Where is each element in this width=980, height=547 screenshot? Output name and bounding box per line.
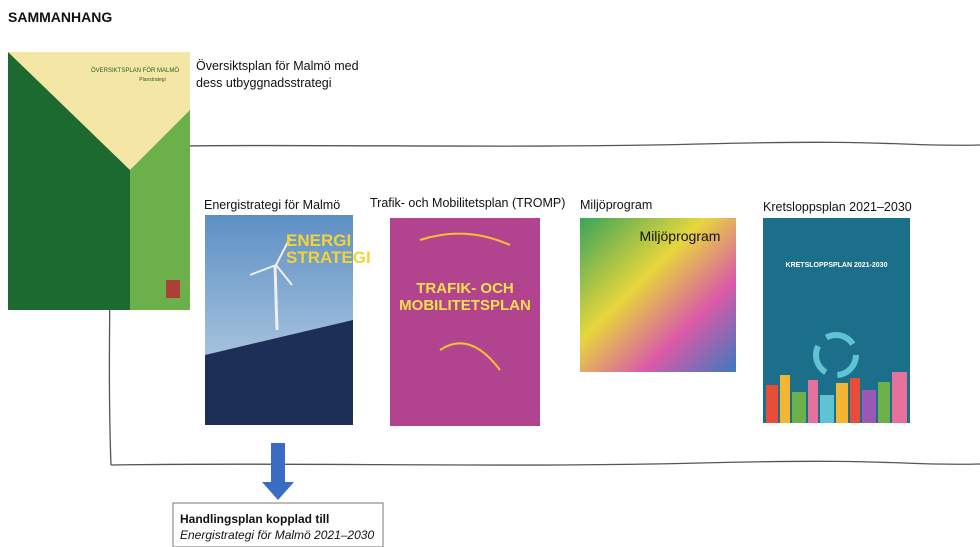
document-label: Trafik- och Mobilitetsplan (TROMP) (370, 195, 565, 212)
page: SAMMANHANG ÖVERSIKTSPLAN FÖR MALMÖ Plans… (0, 0, 980, 547)
trafik-cover (390, 218, 540, 426)
action-plan-title: Handlingsplan kopplad till (180, 512, 329, 526)
overview-label: Översiktsplan för Malmö med dess utbyggn… (196, 58, 371, 92)
cover-subtitle: Planstrategi (120, 77, 185, 83)
logo (166, 280, 180, 298)
cover-title: Miljöprogram (630, 228, 730, 244)
arrow (262, 443, 294, 500)
document-label: Miljöprogram (580, 197, 652, 214)
frame-bottom (111, 461, 980, 465)
document-label: Kretsloppsplan 2021–2030 (763, 199, 912, 216)
document-label: Energistrategi för Malmö (204, 197, 340, 214)
action-plan-subtitle: Energistrategi för Malmö 2021–2030 (180, 528, 374, 542)
cover-title: ÖVERSIKTSPLAN FÖR MALMÖ (85, 68, 185, 74)
turbine (275, 265, 277, 330)
page-title: SAMMANHANG (8, 9, 112, 25)
cover-title: TRAFIK- OCH MOBILITETSPLAN (396, 280, 534, 314)
frame-top (110, 142, 980, 147)
cover-title: KRETSLOPPSPLAN 2021-2030 (766, 262, 907, 269)
cover-title: ENERGI STRATEGI (286, 232, 346, 266)
